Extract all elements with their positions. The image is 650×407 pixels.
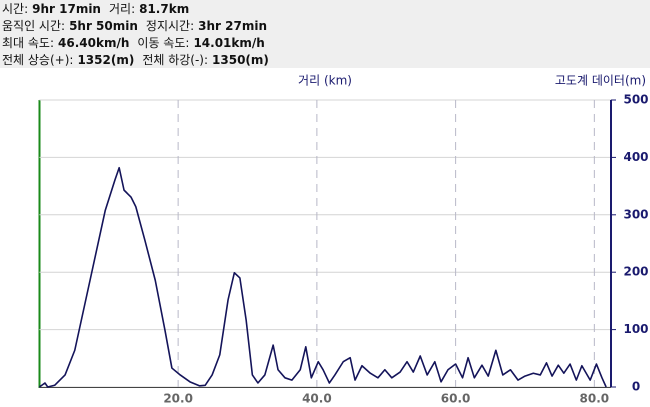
info-label: 이동 속도: [137,36,189,50]
y-tick-label: 300 [623,207,648,221]
x-tick-label: 80.0 [580,392,610,406]
info-line: 전체 상승(+): 1352(m) 전체 하강(-): 1350(m) [2,53,269,67]
y-tick-label: 0 [632,380,640,394]
y-tick-label: 400 [623,150,648,164]
info-label: 거리: [109,2,135,16]
info-line: 움직인 시간: 5hr 50min 정지시간: 3hr 27min [2,19,267,33]
info-value: 46.40km/h [58,36,129,50]
x-tick-label: 60.0 [441,392,471,406]
chart-background [0,68,650,407]
info-label: 움직인 시간: [2,19,65,33]
info-value: 1352(m) [77,53,134,67]
info-label: 정지시간: [146,19,194,33]
info-panel [0,0,650,68]
info-value: 5hr 50min [69,19,138,33]
info-value: 81.7km [139,2,189,16]
x-axis-label: 거리 (km) [298,74,352,88]
x-tick-label: 40.0 [302,392,332,406]
info-value: 14.01km/h [193,36,264,50]
y-tick-label: 100 [623,322,648,336]
info-label: 시간: [2,2,28,16]
elevation-line [38,166,607,388]
info-line: 시간: 9hr 17min 거리: 81.7km [2,2,189,16]
y-axis-label: 고도계 데이터(m) [555,74,646,88]
info-value: 9hr 17min [32,2,101,16]
y-tick-label: 200 [623,265,648,279]
info-rows: 시간: 9hr 17min 거리: 81.7km 움직인 시간: 5hr 50min 정지시… [2,2,269,67]
info-line: 최대 속도: 46.40km/h 이동 속도: 14.01km/h [2,36,265,50]
info-label: 최대 속도: [2,36,54,50]
info-value: 1350(m) [212,53,269,67]
info-label: 전체 상승(+): [2,53,73,67]
info-value: 3hr 27min [198,19,267,33]
x-tick-label: 20.0 [163,392,193,406]
info-label: 전체 하강(-): [142,53,208,67]
y-tick-label: 500 [623,93,648,107]
